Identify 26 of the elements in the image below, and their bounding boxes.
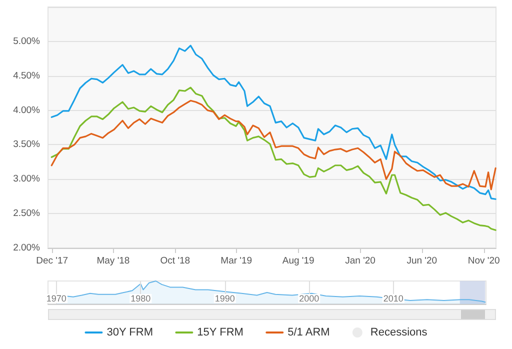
y-tick-label: 3.00% xyxy=(13,174,41,185)
x-tick-label: Jun '20 xyxy=(406,256,438,266)
x-tick-label: May '18 xyxy=(96,256,130,266)
x-tick-label: Jan '20 xyxy=(345,256,376,266)
x-tick-label: 2000 xyxy=(299,294,320,304)
legend-label: Recessions xyxy=(370,326,428,338)
legend-label: 5/1 ARM xyxy=(288,326,330,338)
y-tick-label: 2.50% xyxy=(13,208,41,220)
line-series xyxy=(50,86,496,231)
x-tick-label: 1970 xyxy=(46,294,66,304)
y-tick-label: 4.50% xyxy=(13,70,41,82)
y-tick-label: 5.00% xyxy=(13,36,41,47)
y-tick-label: 4.00% xyxy=(13,104,41,116)
x-tick-label: Aug '19 xyxy=(282,256,314,266)
x-tick-label: 1980 xyxy=(130,294,151,304)
x-tick-label: 1990 xyxy=(214,294,235,304)
legend-label: 15Y FRM xyxy=(197,326,244,338)
x-tick-label: Oct '18 xyxy=(160,256,190,266)
y-tick-label: 2.00% xyxy=(13,242,41,254)
line-series xyxy=(50,44,496,200)
x-tick-label: Dec '17 xyxy=(36,256,68,266)
y-tick-label: 3.50% xyxy=(13,139,41,150)
legend-label: 30Y FRM xyxy=(106,326,153,338)
x-tick-label: Mar '19 xyxy=(220,256,252,266)
line-series xyxy=(50,100,496,190)
x-tick-label: Nov '20 xyxy=(468,256,500,266)
